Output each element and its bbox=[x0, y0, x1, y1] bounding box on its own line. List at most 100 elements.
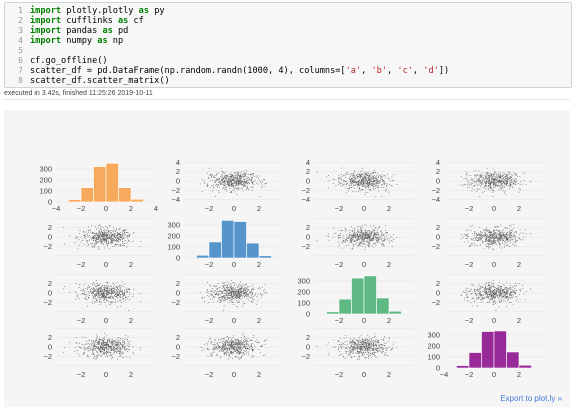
scatter-point bbox=[104, 302, 106, 303]
scatter-point bbox=[501, 180, 503, 182]
code-line[interactable]: import pandas as pd bbox=[30, 26, 129, 36]
scatter-point bbox=[370, 180, 372, 182]
scatter-points[interactable] bbox=[199, 167, 268, 198]
scatter-points[interactable] bbox=[460, 224, 531, 251]
scatter-point bbox=[106, 287, 107, 289]
histogram-bar[interactable] bbox=[130, 198, 144, 203]
scatter-point bbox=[488, 234, 490, 236]
scatter-point bbox=[227, 178, 229, 180]
scatter-point bbox=[93, 289, 95, 291]
histogram-bar[interactable] bbox=[246, 242, 260, 259]
code-line[interactable] bbox=[30, 46, 449, 56]
scatter-point bbox=[472, 239, 474, 241]
subplot-b-a[interactable]: −202−2 0 2 bbox=[43, 218, 156, 269]
scatter-point bbox=[376, 180, 378, 182]
scatter-point bbox=[222, 187, 224, 189]
scatter-point bbox=[231, 296, 233, 298]
histogram-bar[interactable] bbox=[351, 277, 365, 315]
histogram-bar[interactable] bbox=[363, 275, 377, 315]
scatter-point bbox=[343, 235, 344, 237]
scatter-point bbox=[229, 300, 231, 301]
code-line[interactable]: import numpy as np bbox=[30, 36, 124, 46]
histogram-bar[interactable] bbox=[338, 298, 352, 315]
code-line[interactable]: scatter_df = pd.DataFrame(np.random.rand… bbox=[30, 66, 450, 76]
code-line[interactable]: cf.go_offline() bbox=[30, 56, 108, 66]
scatter-point bbox=[508, 171, 510, 173]
code-line[interactable]: import cufflinks as cf bbox=[30, 16, 144, 26]
subplot-c-b[interactable]: −202−2 0 2 bbox=[171, 274, 284, 325]
scatter-points[interactable] bbox=[460, 280, 531, 311]
scatter-point bbox=[487, 244, 489, 246]
histogram-bar[interactable] bbox=[208, 241, 222, 259]
scatter-point bbox=[496, 243, 498, 245]
scatter-point bbox=[510, 295, 512, 296]
histogram-bar[interactable] bbox=[105, 163, 119, 203]
scatter-point bbox=[245, 284, 247, 286]
histogram-bar[interactable] bbox=[80, 187, 94, 203]
histogram-bar[interactable] bbox=[196, 254, 210, 259]
scatter-point bbox=[371, 238, 373, 240]
code-line[interactable]: scatter_df.scatter_matrix() bbox=[30, 76, 170, 86]
scatter-point bbox=[243, 288, 245, 290]
scatter-point bbox=[355, 240, 357, 242]
histogram-bar[interactable] bbox=[118, 187, 132, 203]
scatter-points[interactable] bbox=[316, 224, 398, 251]
code-line[interactable]: import plotly.plotly as py bbox=[30, 6, 165, 16]
scatter-point bbox=[97, 283, 99, 285]
histogram-bar[interactable] bbox=[233, 221, 247, 259]
subplot-c-a[interactable]: −202−2 0 2 bbox=[43, 274, 156, 325]
scatter-point bbox=[509, 172, 511, 174]
histogram-bar[interactable] bbox=[68, 199, 82, 203]
scatter-point bbox=[344, 175, 346, 177]
scatter-point bbox=[498, 240, 499, 242]
scatter-point bbox=[214, 290, 216, 292]
histogram-bar[interactable] bbox=[326, 311, 340, 315]
scatter-points[interactable] bbox=[63, 332, 142, 360]
subplot-b-c[interactable]: −202−2 0 2 bbox=[301, 218, 414, 269]
scatter-point bbox=[118, 235, 120, 237]
scatter-point bbox=[365, 178, 367, 180]
scatter-point bbox=[100, 232, 101, 234]
histogram-bar[interactable] bbox=[388, 310, 402, 315]
scatter-point bbox=[498, 289, 500, 291]
scatter-point bbox=[96, 229, 97, 231]
subplot-b-d[interactable]: −202−2 0 2 bbox=[431, 218, 544, 269]
scatter-point bbox=[337, 241, 339, 243]
scatter-points[interactable] bbox=[460, 167, 531, 198]
histogram-bar[interactable] bbox=[258, 255, 272, 259]
scatter-point bbox=[82, 292, 84, 294]
scatter-points[interactable] bbox=[63, 280, 142, 311]
scatter-points[interactable] bbox=[199, 280, 268, 311]
scatter-point bbox=[378, 180, 380, 181]
scatter-point bbox=[372, 183, 374, 185]
scatter-point bbox=[117, 340, 119, 342]
scatter-point bbox=[97, 292, 99, 294]
scatter-point bbox=[479, 293, 481, 295]
scatter-points[interactable] bbox=[316, 167, 398, 198]
scatter-point bbox=[482, 299, 484, 301]
code-text[interactable]: import plotly.plotly as py import cufflin… bbox=[30, 6, 449, 86]
scatter-point bbox=[101, 292, 102, 294]
scatter-matrix-output[interactable]: 0 100 200 300 −4 −2 0 2 4 −4 −2 0 2 4 −2 0 2 −4 −2 0 2 4 −2 0 2−… bbox=[4, 110, 570, 407]
scatter-points[interactable] bbox=[63, 224, 142, 251]
histogram-bar[interactable] bbox=[93, 166, 107, 203]
scatter-point bbox=[83, 231, 85, 232]
scatter-point bbox=[245, 291, 247, 293]
histogram-bar[interactable] bbox=[221, 220, 235, 259]
scatter-point bbox=[494, 293, 496, 295]
scatter-point bbox=[364, 185, 366, 187]
scatter-point bbox=[237, 186, 239, 188]
subplot-c-d[interactable]: −202−2 0 2 bbox=[431, 274, 544, 325]
histogram-bar[interactable] bbox=[376, 297, 390, 315]
scatter-point bbox=[92, 246, 94, 248]
subplot-d-a[interactable]: −202−2 0 2 bbox=[43, 328, 156, 379]
